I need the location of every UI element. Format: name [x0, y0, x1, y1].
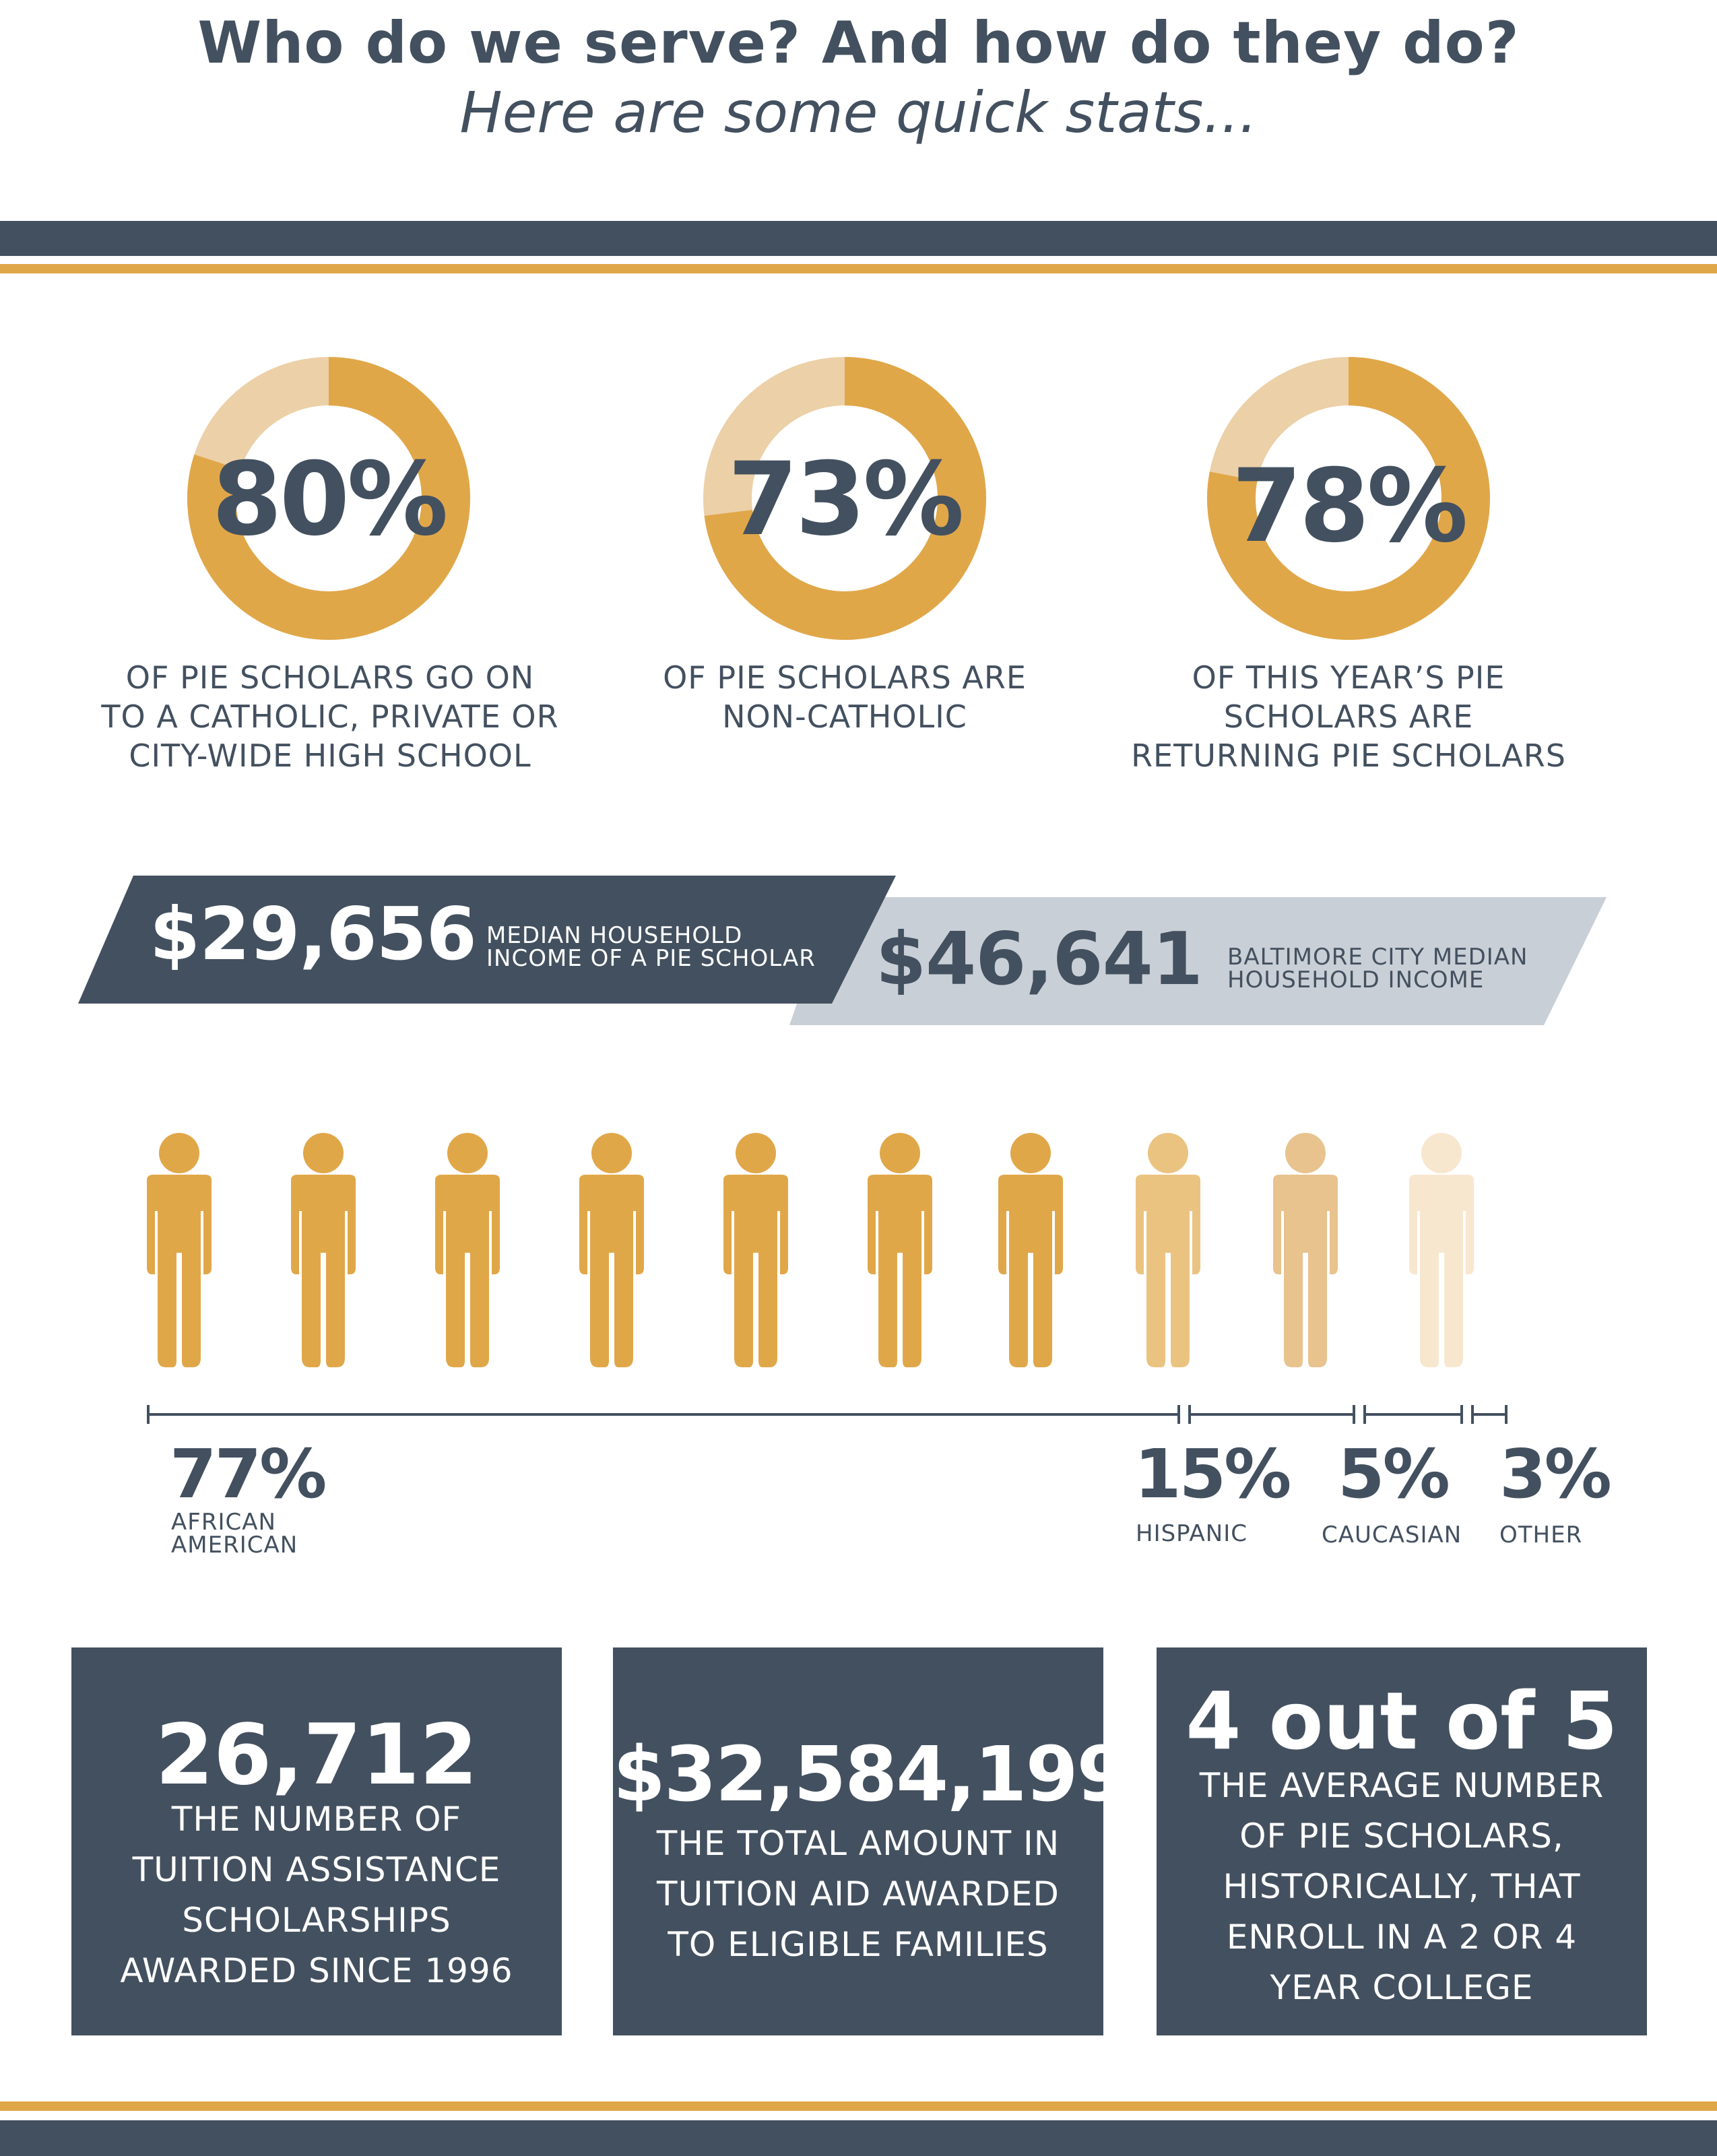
donut-value-1: 80%: [212, 441, 448, 558]
income-banners: [78, 876, 1607, 1025]
bottom-band-gold: [0, 2101, 1717, 2111]
person-icon: [291, 1133, 356, 1367]
caption-line: OF PIE SCHOLARS ARE: [663, 659, 1027, 696]
top-band-dark: [0, 221, 1717, 256]
top-band-gold: [0, 264, 1717, 273]
stat-line: THE TOTAL AMOUNT IN: [656, 1824, 1060, 1863]
pie-income-banner: [78, 876, 896, 1004]
caption-line: OF PIE SCHOLARS GO ON: [125, 659, 535, 696]
stat-box-tuition-aid: $32,584,199 THE TOTAL AMOUNT IN TUITION …: [613, 1647, 1129, 2035]
person-icon: [1136, 1133, 1200, 1367]
label-line: AFRICAN: [171, 1509, 276, 1536]
person-icon: [1273, 1133, 1338, 1367]
label-line: HISPANIC: [1136, 1520, 1248, 1547]
donut-value-2: 73%: [727, 441, 964, 558]
donut-arc-3: [1207, 357, 1490, 640]
caption-line: SCHOLARS ARE: [1223, 698, 1474, 735]
stat-box-college: 4 out of 5 THE AVERAGE NUMBER OF PIE SCH…: [1157, 1647, 1647, 2035]
caption-line: NON-CATHOLIC: [722, 698, 967, 735]
ethnicity-bracket: [147, 1405, 1508, 1424]
pie-income-label: MEDIAN HOUSEHOLD INCOME OF A PIE SCHOLAR: [486, 924, 816, 970]
stat-description: THE TOTAL AMOUNT IN TUITION AID AWARDED …: [613, 1819, 1103, 1970]
ethnicity-label-caucasian: CAUCASIAN: [1322, 1524, 1462, 1546]
person-icon: [868, 1133, 932, 1367]
person-icon: [579, 1133, 644, 1367]
stat-number: $32,584,199: [613, 1731, 1129, 1819]
ethnicity-pct-african-american: 77%: [170, 1435, 327, 1513]
caption-line: CITY-WIDE HIGH SCHOOL: [129, 738, 531, 774]
caption-line: RETURNING PIE SCHOLARS: [1131, 738, 1566, 774]
stat-line: ENROLL IN A 2 OR 4: [1226, 1918, 1578, 1957]
city-income-banner: [789, 897, 1607, 1025]
label-line: BALTIMORE CITY MEDIAN: [1227, 944, 1528, 971]
caption-line: OF THIS YEAR’S PIE: [1192, 659, 1505, 696]
person-icon: [1409, 1133, 1474, 1367]
stat-line: OF PIE SCHOLARS,: [1239, 1817, 1564, 1856]
stat-line: AWARDED SINCE 1996: [120, 1951, 513, 1990]
person-icon: [723, 1133, 788, 1367]
ethnicity-pct-other: 3%: [1499, 1435, 1612, 1513]
ethnicity-label-hispanic: HISPANIC: [1136, 1522, 1248, 1545]
stat-line: TUITION ASSISTANCE: [132, 1850, 501, 1889]
ethnicity-pct-caucasian: 5%: [1338, 1435, 1450, 1513]
stat-box-scholarships: 26,712 THE NUMBER OF TUITION ASSISTANCE …: [71, 1647, 562, 2035]
person-icon: [435, 1133, 500, 1367]
page-title: Who do we serve? And how do they do?: [197, 9, 1520, 77]
stat-number: 26,712: [155, 1707, 478, 1804]
label-line: HOUSEHOLD INCOME: [1227, 967, 1485, 993]
pie-income-value: $29,656: [150, 892, 477, 977]
stat-line: TO ELIGIBLE FAMILIES: [668, 1925, 1049, 1964]
donut-caption-1: OF PIE SCHOLARS GO ON TO A CATHOLIC, PRI…: [74, 658, 586, 775]
city-income-value: $46,641: [876, 917, 1203, 1002]
donut-arc-2: [703, 357, 986, 640]
label-line: CAUCASIAN: [1322, 1522, 1462, 1548]
ethnicity-label-african-american: AFRICAN AMERICAN: [171, 1511, 298, 1557]
stat-line: SCHOLARSHIPS: [182, 1901, 451, 1940]
donut-caption-3: OF THIS YEAR’S PIE SCHOLARS ARE RETURNIN…: [1093, 658, 1605, 775]
stat-line: YEAR COLLEGE: [1270, 1968, 1534, 2007]
donut-arc-1: [187, 357, 470, 640]
page-subtitle: Here are some quick stats...: [459, 79, 1258, 145]
label-line: AMERICAN: [171, 1532, 298, 1559]
stat-line: THE NUMBER OF: [171, 1800, 462, 1839]
ethnicity-pct-hispanic: 15%: [1134, 1435, 1291, 1513]
label-line: OTHER: [1499, 1522, 1583, 1548]
donut-chart-2: [703, 357, 986, 640]
person-icon: [147, 1133, 212, 1367]
stat-description: THE AVERAGE NUMBER OF PIE SCHOLARS, HIST…: [1157, 1761, 1647, 2013]
stat-number: 4 out of 5: [1186, 1674, 1618, 1767]
stat-description: THE NUMBER OF TUITION ASSISTANCE SCHOLAR…: [71, 1794, 562, 1996]
people-pictogram: [147, 1133, 1474, 1367]
label-line: MEDIAN HOUSEHOLD: [486, 922, 743, 949]
donut-chart-1: [187, 357, 470, 640]
city-income-label: BALTIMORE CITY MEDIAN HOUSEHOLD INCOME: [1227, 946, 1528, 991]
stat-line: THE AVERAGE NUMBER: [1199, 1766, 1605, 1805]
caption-line: TO A CATHOLIC, PRIVATE OR: [101, 698, 559, 735]
bottom-band-dark: [0, 2120, 1717, 2156]
stat-line: TUITION AID AWARDED: [657, 1874, 1060, 1914]
donut-value-3: 78%: [1231, 448, 1468, 565]
ethnicity-label-other: OTHER: [1499, 1524, 1582, 1546]
donut-caption-2: OF PIE SCHOLARS ARE NON-CATHOLIC: [589, 658, 1101, 736]
donut-chart-3: [1207, 357, 1490, 640]
person-icon: [998, 1133, 1063, 1367]
label-line: INCOME OF A PIE SCHOLAR: [486, 945, 816, 972]
stat-line: HISTORICALLY, THAT: [1223, 1867, 1581, 1906]
